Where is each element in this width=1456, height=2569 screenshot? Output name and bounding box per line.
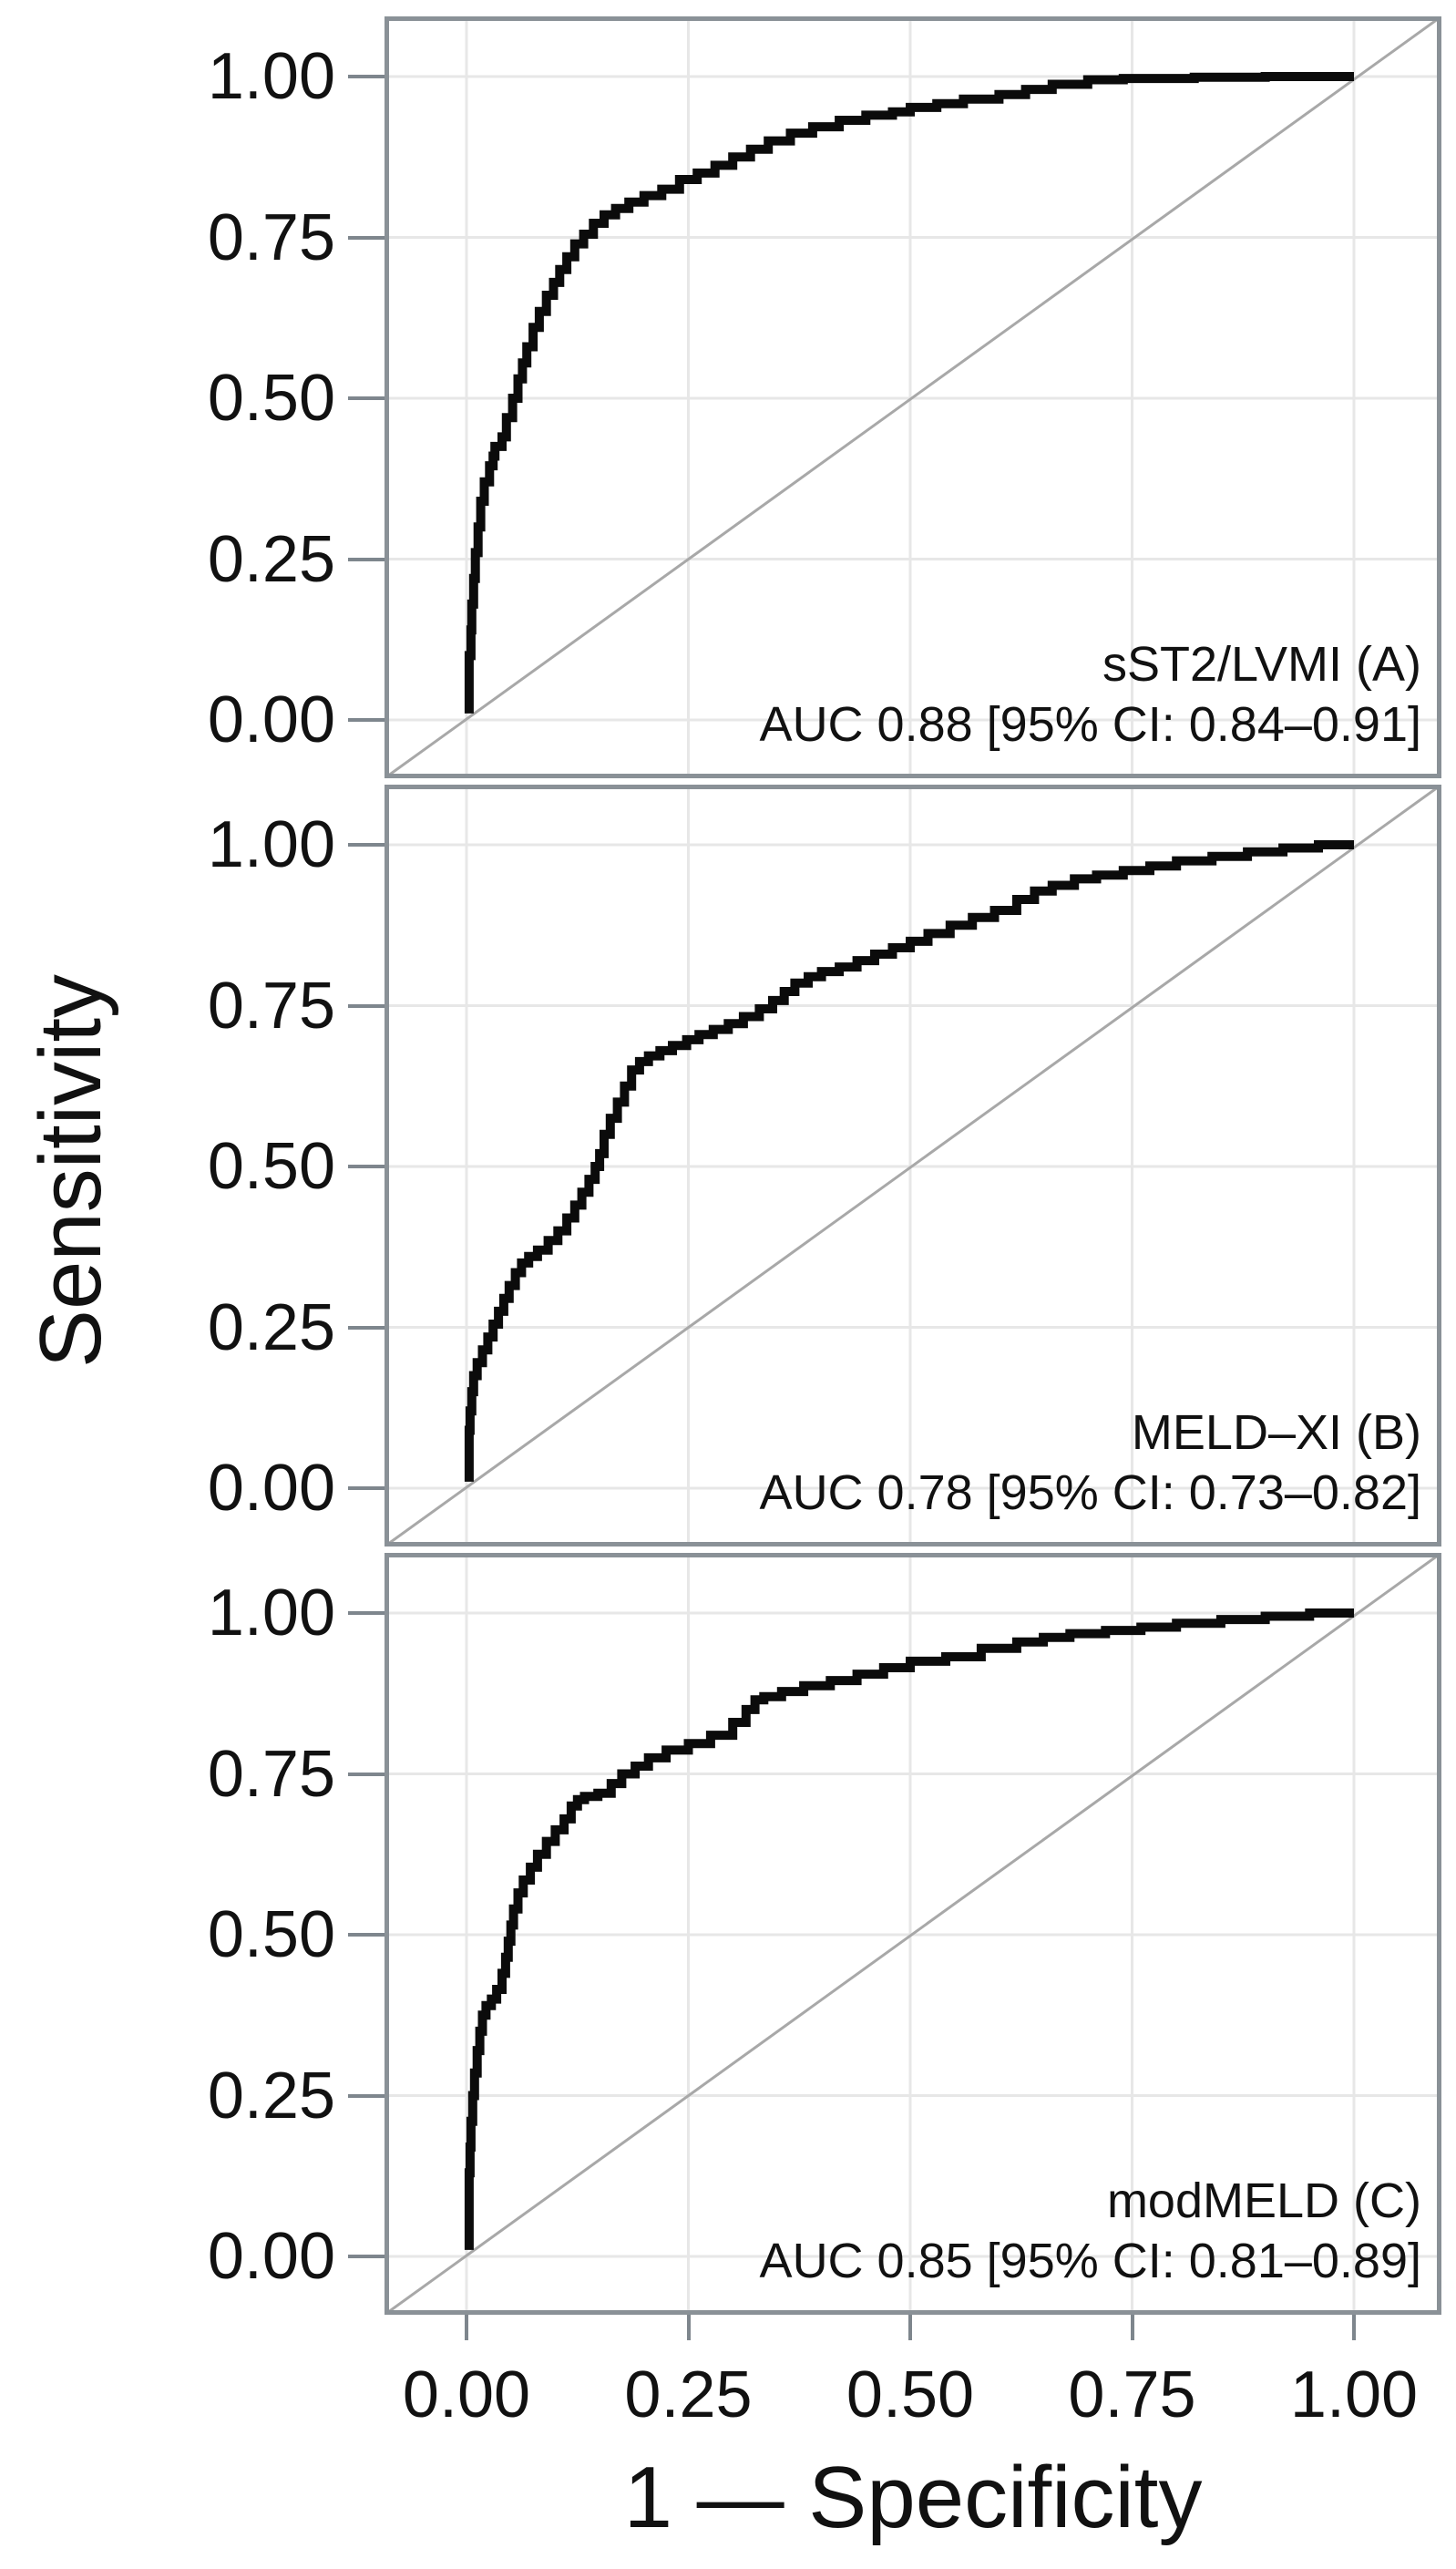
panel-c-auc-label: AUC 0.85 [95% CI: 0.81–0.89] <box>759 2234 1421 2288</box>
panel-a-model-label: sST2/LVMI (A) <box>1102 637 1421 692</box>
y-tick-label: 0.25 <box>207 522 335 596</box>
y-tick-mark <box>348 75 385 78</box>
roc-panel-c: modMELD (C) AUC 0.85 [95% CI: 0.81–0.89] <box>385 1553 1441 2315</box>
y-tick-mark <box>348 557 385 561</box>
y-tick-mark <box>348 2255 385 2258</box>
y-tick-mark <box>348 843 385 847</box>
y-tick-label: 0.25 <box>207 1290 335 1364</box>
y-tick-label: 1.00 <box>207 1577 335 1649</box>
y-tick-mark <box>348 1486 385 1490</box>
y-tick-label: 0.00 <box>207 1452 335 1525</box>
roc-chart-c <box>385 1553 1441 2315</box>
panel-a-annotation: sST2/LVMI (A) AUC 0.88 [95% CI: 0.84–0.9… <box>760 634 1421 755</box>
x-tick-label: 0.50 <box>846 2358 975 2431</box>
y-tick-mark <box>348 1933 385 1937</box>
panel-a-auc-label: AUC 0.88 [95% CI: 0.84–0.91] <box>759 697 1421 752</box>
y-tick-label: 0.75 <box>207 1737 335 1811</box>
y-tick-mark <box>348 1611 385 1615</box>
y-tick-label: 0.25 <box>207 2059 335 2132</box>
panel-c-model-label: modMELD (C) <box>1106 2173 1421 2228</box>
x-tick-label: 0.25 <box>624 2358 753 2431</box>
panel-b-model-label: MELD–XI (B) <box>1131 1405 1421 1460</box>
y-tick-mark <box>348 718 385 722</box>
panel-b-annotation: MELD–XI (B) AUC 0.78 [95% CI: 0.73–0.82] <box>760 1403 1421 1523</box>
x-tick-mark <box>1130 2315 1134 2340</box>
y-tick-label: 0.00 <box>207 2220 335 2293</box>
y-tick-label: 0.50 <box>207 362 335 435</box>
y-tick-mark <box>348 235 385 240</box>
x-tick-mark <box>686 2315 691 2340</box>
y-tick-label: 0.00 <box>207 683 335 756</box>
y-tick-mark <box>348 1003 385 1008</box>
panel-c-annotation: modMELD (C) AUC 0.85 [95% CI: 0.81–0.89] <box>760 2171 1421 2291</box>
roc-chart-b <box>385 785 1441 1547</box>
y-tick-mark <box>348 1772 385 1776</box>
y-tick-label: 0.50 <box>207 1898 335 1971</box>
x-tick-label: 0.75 <box>1068 2358 1196 2431</box>
x-tick-mark <box>908 2315 912 2340</box>
y-tick-label: 1.00 <box>207 40 335 113</box>
roc-panel-b: MELD–XI (B) AUC 0.78 [95% CI: 0.73–0.82] <box>385 785 1441 1547</box>
x-axis-title: 1 — Specificity <box>623 2449 1203 2546</box>
y-tick-label: 0.50 <box>207 1130 335 1203</box>
y-axis-title: Sensitivity <box>22 973 119 1369</box>
y-tick-mark <box>348 1165 385 1168</box>
roc-chart-a <box>385 16 1441 778</box>
x-tick-label: 0.00 <box>402 2358 531 2431</box>
y-tick-mark <box>348 396 385 400</box>
x-tick-mark <box>1352 2315 1356 2340</box>
x-tick-label: 1.00 <box>1289 2358 1419 2431</box>
x-tick-mark <box>465 2315 468 2340</box>
y-tick-mark <box>348 2093 385 2098</box>
panel-b-auc-label: AUC 0.78 [95% CI: 0.73–0.82] <box>759 1465 1421 1520</box>
y-tick-label: 1.00 <box>207 808 335 881</box>
roc-panel-a: sST2/LVMI (A) AUC 0.88 [95% CI: 0.84–0.9… <box>385 16 1441 778</box>
y-tick-label: 0.75 <box>207 200 335 274</box>
y-tick-mark <box>348 1325 385 1330</box>
y-tick-label: 0.75 <box>207 969 335 1043</box>
